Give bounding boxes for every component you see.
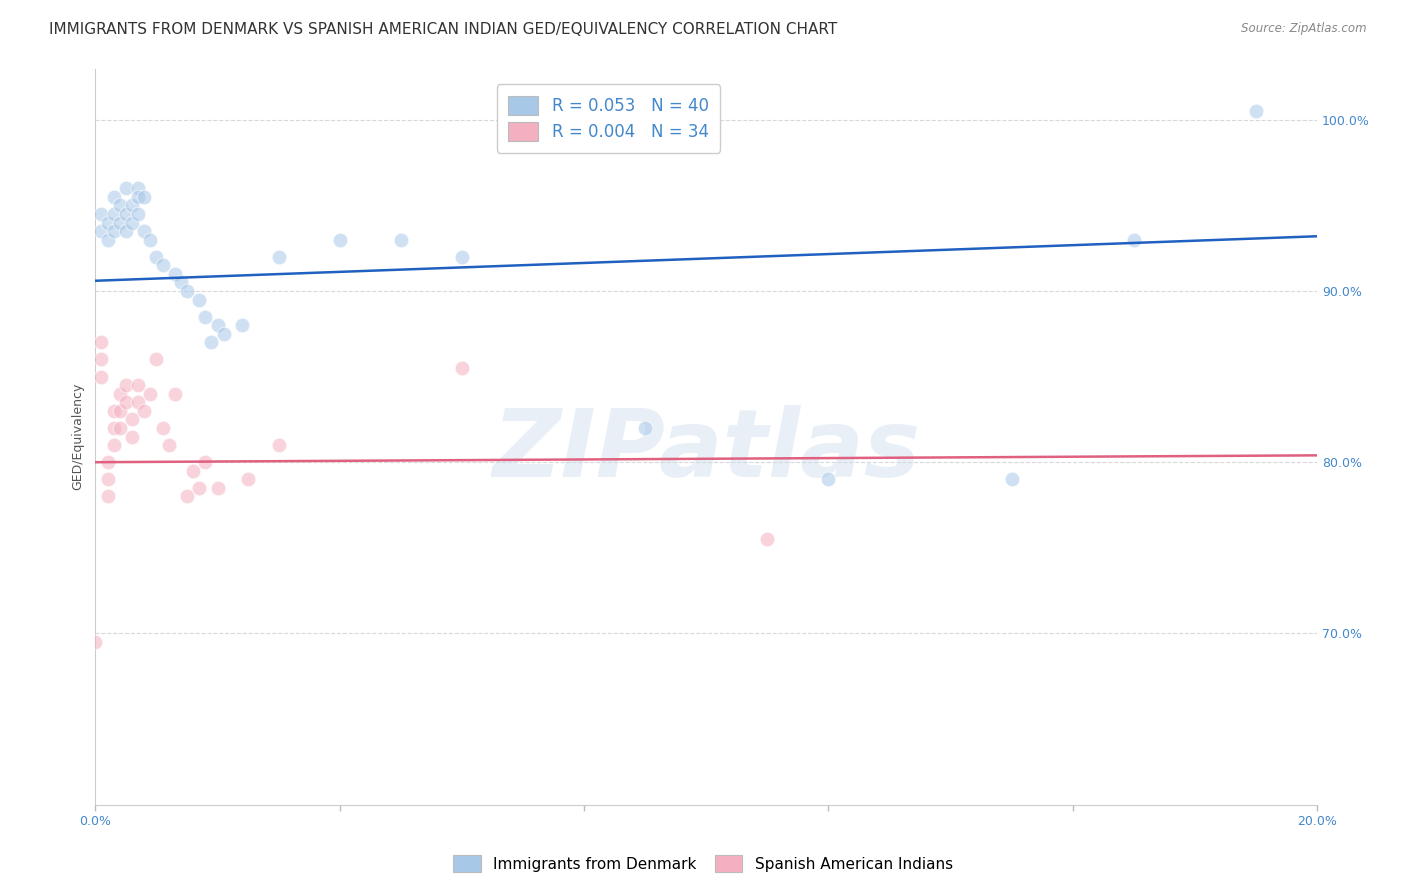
Point [152,421,174,435]
Point [108,421,131,435]
Point [127,395,149,409]
Point [127,207,149,221]
Point [134,224,156,238]
Point [1122,233,1144,247]
Point [329,233,352,247]
Point [103,438,125,452]
Point [97,490,120,504]
Point [108,386,131,401]
Legend: R = 0.053   N = 40, R = 0.004   N = 34: R = 0.053 N = 40, R = 0.004 N = 34 [496,84,720,153]
Point [103,190,125,204]
Point [108,198,131,212]
Point [231,318,253,333]
Point [152,258,174,272]
Point [176,284,198,298]
Text: IMMIGRANTS FROM DENMARK VS SPANISH AMERICAN INDIAN GED/EQUIVALENCY CORRELATION C: IMMIGRANTS FROM DENMARK VS SPANISH AMERI… [49,22,838,37]
Point [103,404,125,418]
Y-axis label: GED/Equivalency: GED/Equivalency [72,383,84,491]
Point [115,207,138,221]
Point [1244,104,1267,119]
Point [200,335,222,350]
Legend: Immigrants from Denmark, Spanish American Indians: Immigrants from Denmark, Spanish America… [446,847,960,880]
Point [127,190,149,204]
Point [236,472,259,486]
Point [451,250,474,264]
Point [90,207,112,221]
Point [97,216,120,230]
Point [115,395,138,409]
Point [90,369,112,384]
Point [127,378,149,392]
Point [90,224,112,238]
Point [115,181,138,195]
Point [267,438,290,452]
Point [157,438,180,452]
Point [163,386,186,401]
Point [145,250,167,264]
Point [97,455,120,469]
Point [188,481,211,495]
Point [267,250,290,264]
Point [97,472,120,486]
Point [115,224,138,238]
Point [134,404,156,418]
Point [108,216,131,230]
Point [163,267,186,281]
Point [451,361,474,376]
Point [84,635,107,649]
Text: ZIPatlas: ZIPatlas [492,405,921,497]
Point [115,378,138,392]
Point [1001,472,1024,486]
Point [634,421,657,435]
Point [121,429,143,443]
Point [121,198,143,212]
Point [121,412,143,426]
Point [127,181,149,195]
Point [212,326,235,341]
Text: Source: ZipAtlas.com: Source: ZipAtlas.com [1241,22,1367,36]
Point [108,404,131,418]
Point [194,455,217,469]
Point [97,233,120,247]
Point [194,310,217,324]
Point [139,386,162,401]
Point [170,276,193,290]
Point [188,293,211,307]
Point [176,490,198,504]
Point [103,224,125,238]
Point [207,481,229,495]
Point [756,533,779,547]
Point [207,318,229,333]
Point [134,190,156,204]
Point [817,472,839,486]
Point [103,421,125,435]
Point [145,352,167,367]
Point [139,233,162,247]
Point [181,464,204,478]
Point [389,233,412,247]
Point [103,207,125,221]
Point [90,352,112,367]
Point [90,335,112,350]
Point [121,216,143,230]
